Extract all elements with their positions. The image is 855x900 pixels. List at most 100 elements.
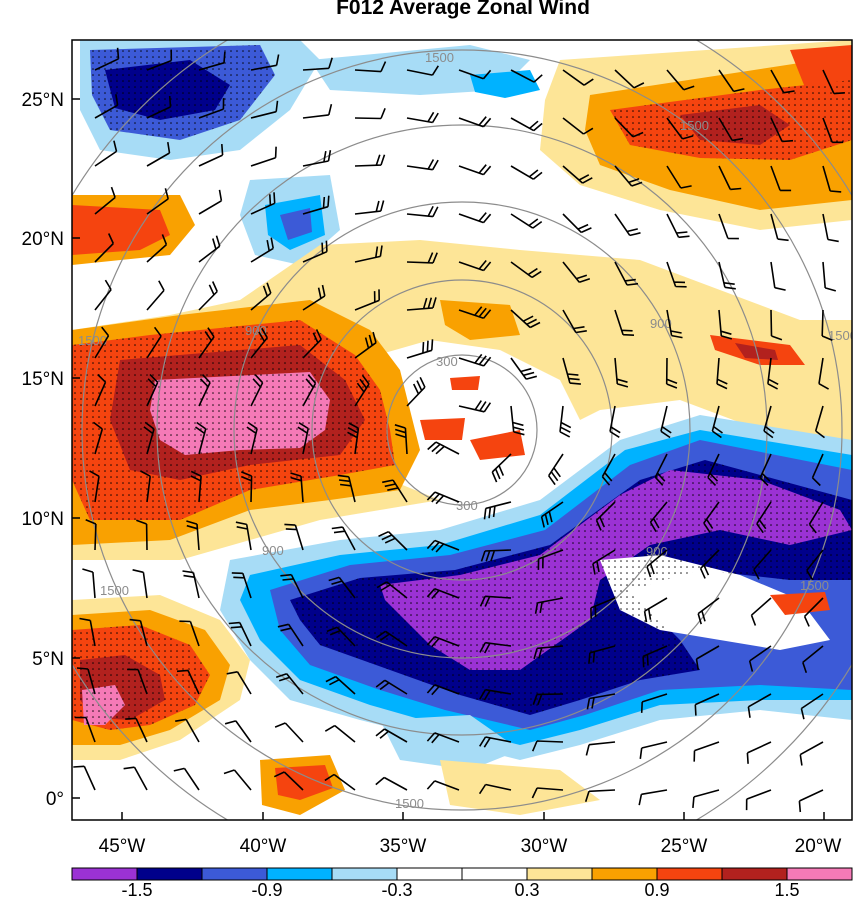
wind-barb xyxy=(250,282,272,311)
wind-barb xyxy=(822,165,842,193)
wind-barb xyxy=(354,374,370,407)
wind-barb xyxy=(562,309,587,334)
wind-barb xyxy=(89,470,100,503)
wind-barb xyxy=(277,623,304,647)
wind-barb xyxy=(483,501,512,520)
wind-barb xyxy=(179,620,200,647)
wind-barb xyxy=(510,69,543,83)
wind-barb xyxy=(302,329,322,359)
wind-barb xyxy=(491,453,512,483)
wind-barb xyxy=(250,327,268,359)
wind-barb xyxy=(273,771,304,791)
wind-barb xyxy=(426,491,460,505)
wind-barb xyxy=(302,374,317,407)
wind-barb xyxy=(426,684,460,696)
wind-barb xyxy=(426,780,460,791)
c-red-spot-1 xyxy=(470,430,525,460)
ring-label: 900 xyxy=(650,316,672,331)
wind-barb xyxy=(250,237,274,263)
wind-barb xyxy=(85,519,97,551)
wind-barb xyxy=(198,189,223,215)
colorbar-swatch xyxy=(591,867,658,881)
wind-barb xyxy=(406,297,437,311)
wind-barb xyxy=(811,453,824,487)
ring-label: 1500 xyxy=(395,796,424,811)
wind-barb xyxy=(614,309,635,336)
wind-barb xyxy=(394,424,408,455)
wind-barb xyxy=(642,645,668,668)
wind-barb xyxy=(224,720,252,743)
wind-barb xyxy=(614,117,644,138)
wind-barb xyxy=(822,213,839,243)
wind-barb xyxy=(718,165,742,191)
wind-barb xyxy=(646,549,668,578)
wind-barb xyxy=(707,453,720,486)
wind-barb xyxy=(666,69,695,91)
wind-barb xyxy=(770,213,789,242)
wind-barb xyxy=(302,284,326,311)
wind-barb xyxy=(614,213,641,237)
wind-barb xyxy=(274,722,304,743)
wind-barb xyxy=(822,117,844,144)
colorbar-swatch xyxy=(461,867,528,881)
wind-barb xyxy=(770,165,792,192)
wind-barb xyxy=(703,501,720,533)
wind-barb xyxy=(382,479,408,503)
wind-barb xyxy=(146,280,165,311)
n-blue-2 xyxy=(280,208,312,240)
wind-barb xyxy=(74,716,96,743)
wind-barb xyxy=(337,474,356,503)
wind-barb xyxy=(376,630,408,647)
wind-barb xyxy=(143,421,155,455)
wind-barb xyxy=(478,783,512,795)
ring-label: 900 xyxy=(646,544,668,559)
wind-barb xyxy=(718,213,739,240)
range-rings xyxy=(72,40,852,820)
wind-barb xyxy=(799,741,824,766)
wind-barb xyxy=(770,117,794,143)
wind-barb xyxy=(458,353,492,367)
wind-barb xyxy=(716,357,728,390)
wind-barb xyxy=(695,645,720,670)
wind-barb xyxy=(540,501,564,528)
wind-barb xyxy=(94,326,110,359)
wind-barb xyxy=(175,718,200,743)
ring-label: 1500 xyxy=(425,50,454,65)
wind-barb xyxy=(378,530,408,551)
wind-barb xyxy=(94,279,112,311)
wind-barb xyxy=(302,240,328,263)
x-tick-label: 20°W xyxy=(795,836,842,857)
wind-barb xyxy=(290,472,304,503)
wind-barb xyxy=(376,581,408,599)
range-ring-900 xyxy=(233,201,691,659)
wind-barb xyxy=(480,549,512,562)
wind-barb xyxy=(666,261,687,288)
ring-label: 900 xyxy=(262,543,284,558)
wind-barb xyxy=(531,787,564,799)
s-yellow xyxy=(440,760,600,815)
ring-label: 300 xyxy=(436,354,458,369)
y-axis-labels: 25°N 20°N 15°N 10°N 5°N 0° xyxy=(22,90,64,810)
wind-barb xyxy=(76,667,96,695)
y-tick-label: 20°N xyxy=(22,229,64,250)
wind-barb xyxy=(660,405,672,439)
colorbar-swatch xyxy=(71,867,138,881)
x-tick-label: 40°W xyxy=(240,836,287,857)
wind-barb xyxy=(586,693,616,710)
wind-barb xyxy=(223,769,252,791)
wind-barb xyxy=(241,471,253,503)
wind-barb xyxy=(347,422,360,455)
colorbar-label: -0.3 xyxy=(381,880,412,900)
wind-barb xyxy=(770,69,795,94)
wind-barb xyxy=(275,673,304,695)
wind-barb xyxy=(639,741,668,760)
wind-barb xyxy=(328,576,356,599)
y-tick-label: 15°N xyxy=(22,369,64,390)
range-ring-600 xyxy=(311,279,613,581)
colorbar-swatch xyxy=(201,867,268,881)
colorbar-swatch xyxy=(656,867,723,881)
wind-barb xyxy=(127,668,148,695)
wind-barb xyxy=(763,405,775,439)
wind-barb xyxy=(697,597,720,625)
wind-barb xyxy=(198,235,221,263)
